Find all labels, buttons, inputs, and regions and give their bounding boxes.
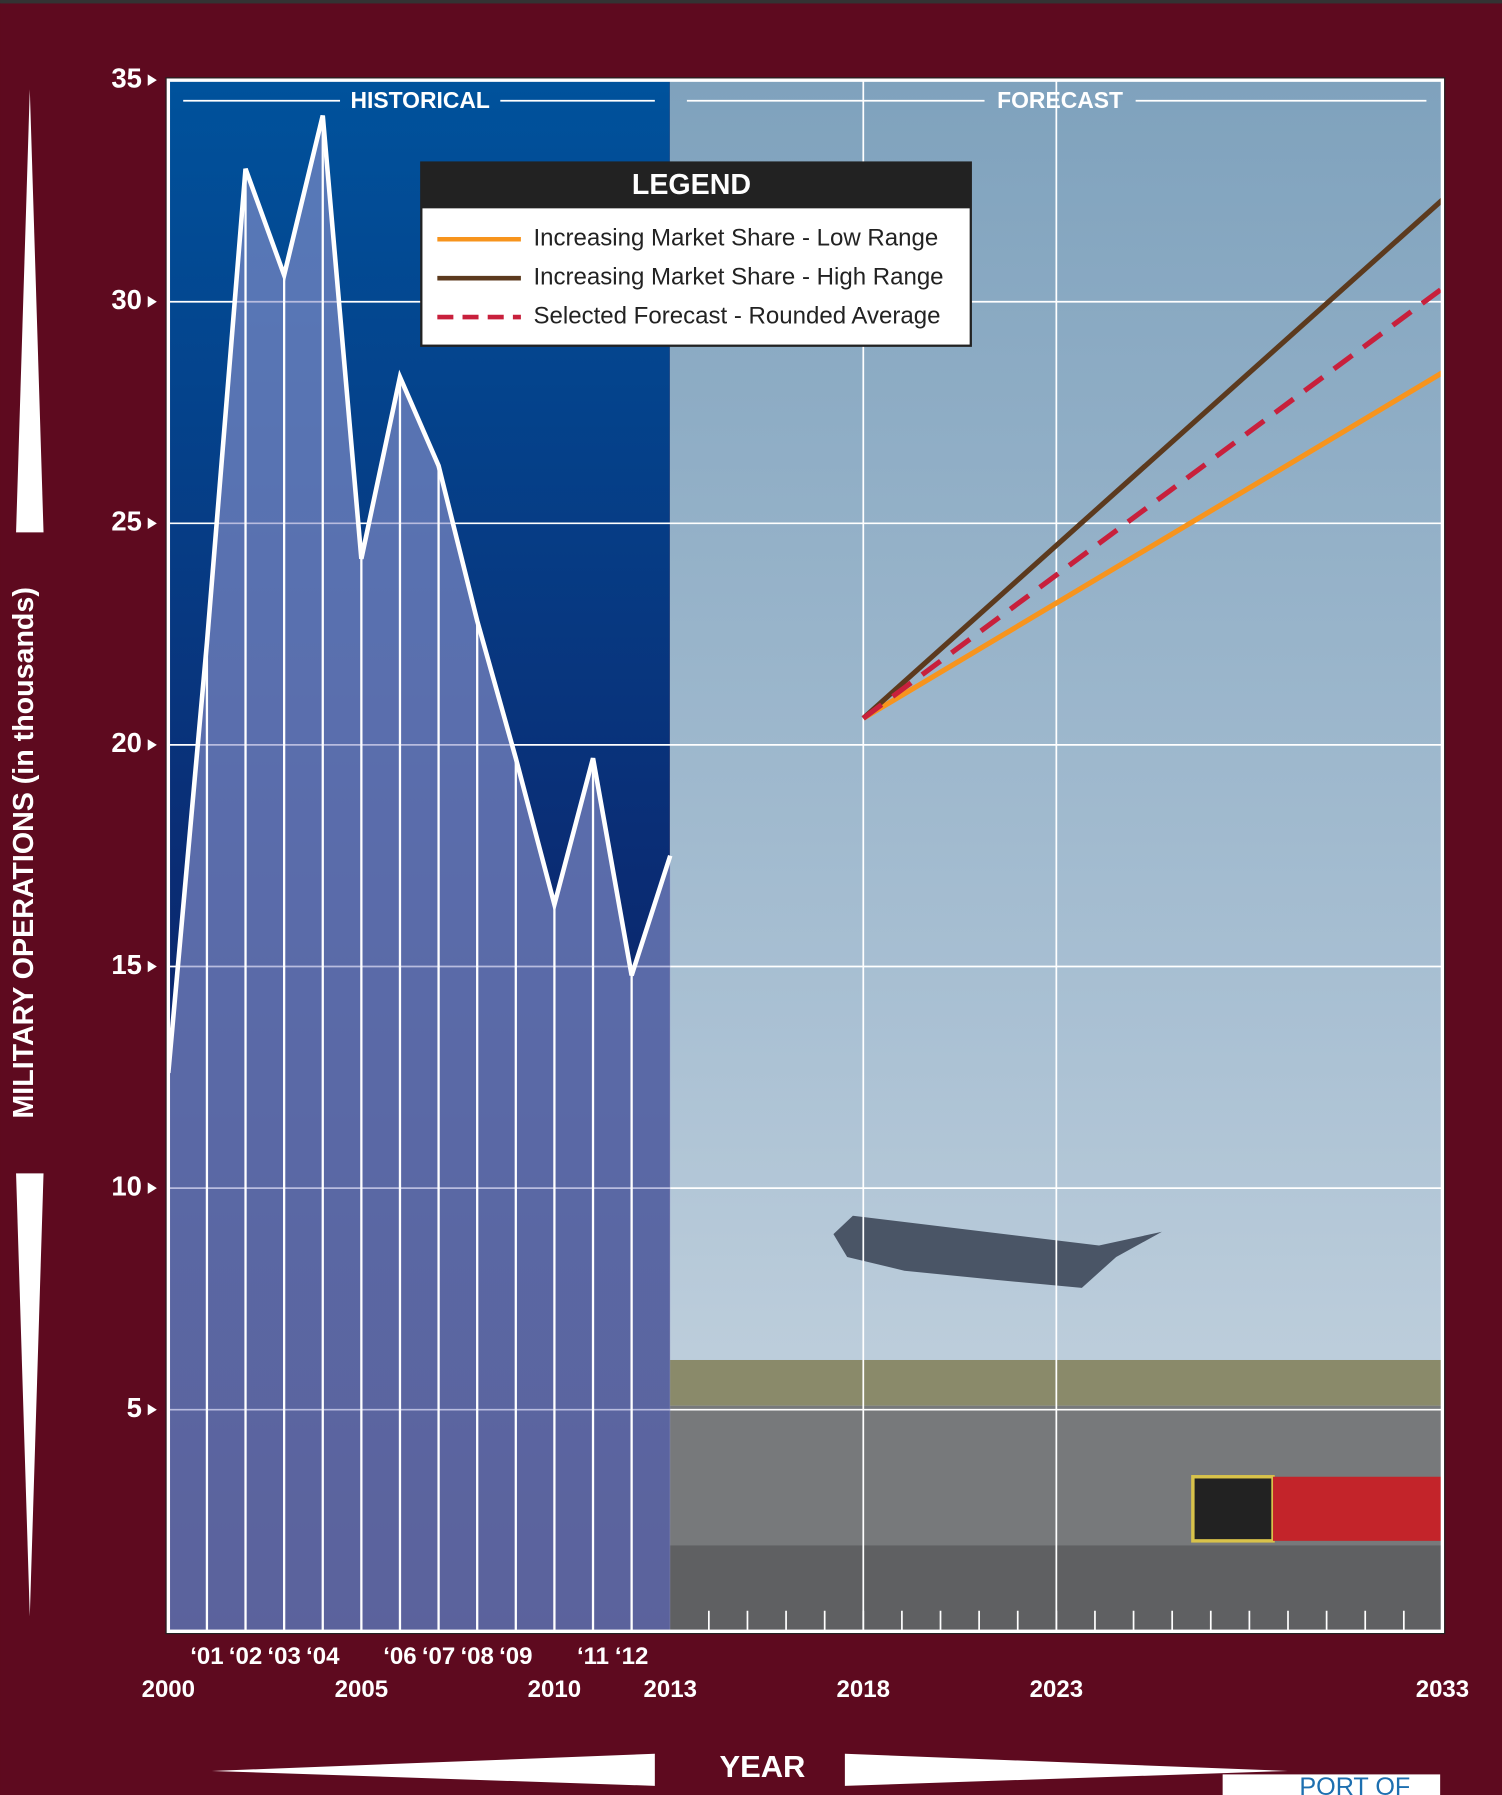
y-tick-mark: [147, 517, 157, 530]
x-label-wedge-left: [211, 1753, 655, 1786]
x-tick-label: 2013: [644, 1676, 697, 1703]
legend-label: Selected Forecast - Rounded Average: [533, 302, 940, 329]
x-tick-label: 2005: [335, 1676, 388, 1703]
plot-frame: [166, 78, 1445, 1634]
legend-title: LEGEND: [632, 169, 751, 201]
y-tick-label: 30: [111, 284, 142, 315]
legend-label: Increasing Market Share - Low Range: [533, 225, 938, 252]
x-tick-label: 2010: [528, 1676, 581, 1703]
area: [168, 115, 671, 1632]
airplane: [833, 1215, 1162, 1288]
x-tick-label-short: ‘07: [422, 1643, 455, 1670]
logo-box: [1222, 1774, 1441, 1795]
legend-header: [421, 162, 971, 209]
y-tick-mark: [147, 296, 157, 308]
top-border: [0, 0, 1502, 4]
x-tick-label-short: ‘04: [306, 1643, 340, 1670]
series-line: [861, 370, 1443, 721]
x-tick-label: 2023: [1030, 1676, 1083, 1703]
x-tick-label-short: ‘01: [190, 1643, 223, 1670]
y-tick-label: 35: [111, 62, 142, 93]
x-tick-label: 2018: [837, 1676, 890, 1703]
y-tick-mark: [147, 960, 157, 973]
y-label-wedge-bottom: [16, 1173, 44, 1617]
x-axis-label: YEAR: [720, 1749, 806, 1784]
y-tick-mark: [147, 1182, 157, 1194]
x-tick-label-short: ‘08: [460, 1643, 493, 1670]
legend: LEGEND Increasing Market Share - Low Ran…: [420, 161, 972, 347]
x-tick-label-short: ‘11: [577, 1643, 609, 1670]
y-tick-mark: [147, 74, 157, 86]
legend-label: Increasing Market Share - High Range: [533, 264, 943, 291]
section-label: HISTORICAL: [350, 87, 489, 113]
x-label-wedge-right: [844, 1753, 1288, 1786]
y-tick-label: 5: [127, 1392, 142, 1423]
sign-left: [1191, 1475, 1275, 1543]
y-tick-label: 10: [111, 1170, 142, 1201]
section-label: FORECAST: [997, 87, 1123, 113]
plot-frame-outer: [165, 77, 1446, 1635]
series-line: [861, 197, 1443, 721]
y-label-wedge-top: [16, 89, 44, 533]
y-tick-mark: [147, 1403, 157, 1416]
y-tick-label: 20: [111, 727, 142, 758]
x-tick-label-short: ‘09: [499, 1643, 532, 1670]
x-tick-label: 2033: [1416, 1676, 1469, 1703]
x-tick-label-short: ‘06: [383, 1643, 416, 1670]
x-tick-label-short: ‘12: [615, 1643, 648, 1670]
x-tick-label-short: ‘02: [229, 1643, 262, 1670]
y-axis-label: MILITARY OPERATIONS (in thousands): [8, 587, 40, 1118]
y-tick-mark: [147, 739, 157, 751]
y-tick-label: 15: [111, 949, 142, 980]
series-line: [861, 286, 1443, 721]
x-tick-label-short: ‘03: [267, 1643, 300, 1670]
series-line: [168, 115, 673, 1074]
logo-text: PORT OF: [1299, 1773, 1410, 1795]
sign-right: [1273, 1476, 1443, 1541]
x-tick-label: 2000: [142, 1676, 195, 1703]
y-tick-label: 25: [111, 506, 142, 537]
